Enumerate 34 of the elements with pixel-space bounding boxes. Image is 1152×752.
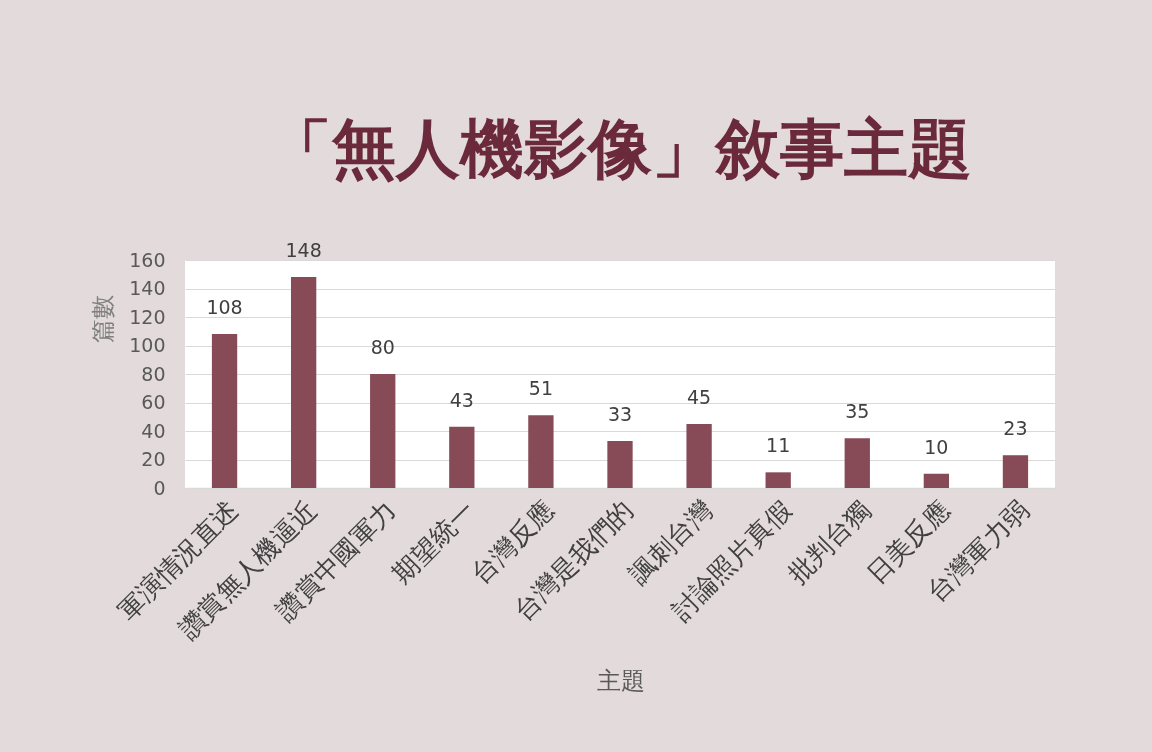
y-tick-label: 40	[141, 419, 166, 442]
x-axis-title: 主題	[596, 666, 645, 695]
bar	[528, 415, 554, 488]
bar	[290, 277, 317, 488]
bar	[1002, 455, 1029, 488]
y-tick-label: 20	[141, 448, 166, 470]
data-label: 43	[449, 388, 474, 411]
y-tick-label: 120	[129, 305, 166, 328]
data-label: 45	[687, 385, 712, 408]
data-label: 11	[766, 434, 791, 457]
bar	[607, 440, 633, 488]
y-tick-label: 160	[129, 248, 166, 271]
y-tick-label: 140	[129, 277, 166, 299]
bar	[765, 472, 791, 488]
y-tick-label: 60	[141, 391, 166, 413]
bar	[686, 423, 712, 488]
y-axis-title: 篇數	[88, 294, 117, 343]
data-label: 51	[528, 377, 553, 400]
bar	[370, 374, 396, 488]
data-label: 148	[285, 239, 322, 262]
data-label: 10	[924, 435, 949, 458]
bar	[923, 473, 950, 488]
data-label: 23	[1003, 417, 1028, 440]
data-label: 80	[370, 336, 395, 358]
y-tick-label: 100	[129, 334, 166, 356]
data-label: 33	[607, 402, 633, 425]
data-label: 35	[845, 400, 870, 423]
bar	[844, 438, 870, 488]
bar	[449, 426, 475, 488]
bar	[211, 334, 238, 488]
y-tick-label: 80	[141, 362, 166, 385]
y-tick-label: 0	[153, 476, 166, 499]
data-label: 108	[206, 296, 243, 319]
chart-title: 「無人機影像」敘事主題	[268, 112, 972, 187]
